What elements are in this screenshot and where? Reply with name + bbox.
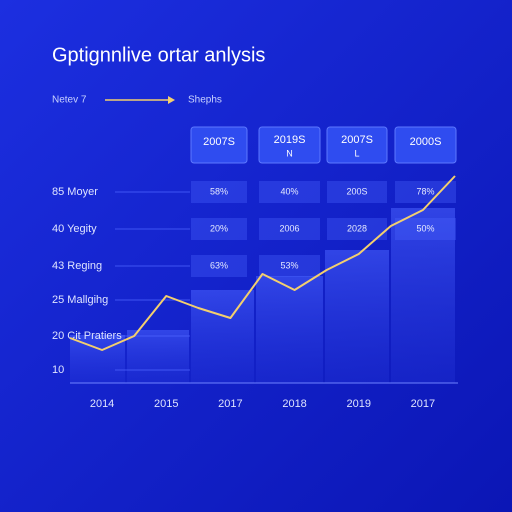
cell [191, 181, 247, 203]
x-tick-label: 2017 [218, 398, 242, 410]
column [191, 290, 254, 383]
cell [191, 218, 247, 240]
row-label: 85 Moyer [52, 186, 98, 198]
header-text: 2007S [341, 134, 373, 146]
header-text: L [354, 148, 359, 158]
chart-title: Gptignnlive ortar anlysis [52, 44, 265, 66]
cell [395, 218, 456, 240]
header-box [394, 126, 457, 164]
annotation: Netev 7 [52, 95, 87, 106]
row-label: 43 Reging [52, 260, 102, 272]
header-text: 2000S [410, 136, 442, 148]
annotation: Shephs [188, 95, 222, 106]
cell-text: 53% [280, 260, 298, 270]
row-label: 20 Cit Pratiers [52, 330, 122, 342]
cell-text: 2028 [347, 223, 367, 233]
row-label: 25 Mallgihg [52, 294, 108, 306]
header-text: N [286, 148, 293, 158]
row-label: 10 [52, 364, 64, 376]
column [256, 276, 323, 383]
cell-text: 58% [210, 186, 228, 196]
row-label: 40 Yegity [52, 223, 97, 235]
cell-text: 63% [210, 260, 228, 270]
arrow-head [168, 96, 175, 104]
line [69, 175, 456, 351]
cell-text: 40% [280, 186, 298, 196]
cell [259, 181, 320, 203]
cell [259, 255, 320, 277]
x-tick-label: 2018 [282, 398, 306, 410]
x-tick-label: 2014 [90, 398, 114, 410]
cell-text: 2006 [279, 223, 299, 233]
cell [327, 218, 387, 240]
cell-text: 78% [416, 186, 434, 196]
header-text: 2007S [203, 136, 235, 148]
cell [259, 218, 320, 240]
column [391, 208, 455, 383]
cell-text: 50% [416, 223, 434, 233]
cell-text: 200S [346, 186, 367, 196]
x-tick-label: 2015 [154, 398, 178, 410]
header-box [258, 126, 321, 164]
cell-text: 20% [210, 223, 228, 233]
column [70, 335, 125, 383]
cell [327, 181, 387, 203]
x-tick-label: 2017 [411, 398, 435, 410]
column [325, 250, 389, 383]
header-box [190, 126, 248, 164]
cell [395, 181, 456, 203]
cell [191, 255, 247, 277]
header-text: 2019S [274, 134, 306, 146]
column [127, 330, 189, 383]
header-box [326, 126, 388, 164]
x-tick-label: 2019 [347, 398, 371, 410]
